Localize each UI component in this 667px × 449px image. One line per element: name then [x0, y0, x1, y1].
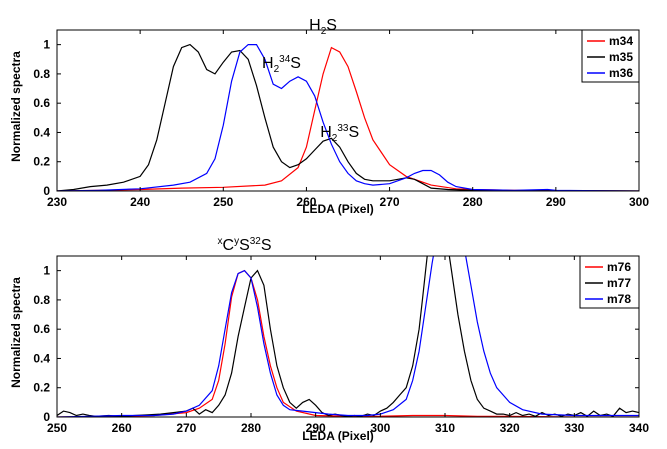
series-line-m35 — [57, 43, 639, 191]
series-line-m77 — [57, 256, 639, 417]
y-tick-label: 1 — [43, 264, 50, 278]
y-tick-label: 0.8 — [33, 67, 50, 81]
x-tick-label: 260 — [112, 421, 132, 435]
x-tick-label: 330 — [564, 421, 584, 435]
x-tick-label: 270 — [176, 421, 196, 435]
plot-frame — [56, 255, 640, 418]
series-group — [57, 43, 639, 191]
x-tick-label: 320 — [500, 421, 520, 435]
y-tick-label: 0.4 — [33, 351, 50, 365]
x-axis-label: LEDA (Pixel) — [302, 429, 374, 443]
annotation-1: xCyS32S — [218, 236, 272, 254]
x-tick-label: 290 — [306, 421, 326, 435]
y-tick-label: 0.2 — [33, 381, 50, 395]
annotation-1: H2S — [309, 17, 337, 37]
annotation-2: H234S — [262, 54, 301, 75]
y-tick-label: 0.8 — [33, 293, 50, 307]
y-tick-label: 0.6 — [33, 322, 50, 336]
legend-label-m78: m78 — [607, 292, 631, 306]
chart-1: 230 240 250 260 270 280 290 300 0 0.2 0.4 0.6 0.8 1 LE… — [9, 17, 649, 216]
x-tick-label: 310 — [435, 421, 455, 435]
y-axis-label: Normalized spectra — [9, 277, 23, 388]
legend-label-m77: m77 — [607, 276, 631, 290]
legend-label-m35: m35 — [609, 50, 633, 64]
y-tick-label: 1 — [43, 38, 50, 52]
x-tick-label: 290 — [546, 195, 566, 209]
y-tick-label: 0 — [43, 184, 50, 198]
y-tick-label: 0.2 — [33, 155, 50, 169]
x-tick-label: 300 — [629, 195, 649, 209]
y-tick-label: 0.4 — [33, 125, 50, 139]
x-tick-label: 280 — [241, 421, 261, 435]
series-line-m78 — [57, 256, 639, 417]
x-tick-label: 280 — [463, 195, 483, 209]
x-tick-label: 340 — [629, 421, 649, 435]
series-line-m36 — [57, 43, 639, 191]
series-group — [57, 256, 639, 417]
legend-label-m34: m34 — [609, 34, 633, 48]
legend: m34 m35 m36 — [581, 29, 640, 83]
series-line-m34 — [57, 46, 639, 191]
x-axis-label: LEDA (Pixel) — [302, 202, 374, 216]
chart-2: 250 260 270 280 290 300 310 320 330 340 0 0.2 0.4 0.6… — [9, 236, 649, 443]
x-tick-label: 270 — [380, 195, 400, 209]
x-tick-label: 250 — [47, 421, 67, 435]
plot-frame — [56, 29, 640, 192]
annotation-3: H233S — [320, 123, 359, 144]
legend: m76 m77 m78 — [579, 255, 640, 309]
x-tick-label: 250 — [213, 195, 233, 209]
series-line-m76 — [57, 269, 639, 417]
x-tick-label: 260 — [296, 195, 316, 209]
y-tick-label: 0 — [43, 410, 50, 424]
y-axis-label: Normalized spectra — [9, 51, 23, 162]
x-tick-label: 230 — [47, 195, 67, 209]
x-tick-label: 240 — [130, 195, 150, 209]
x-tick-label: 300 — [370, 421, 390, 435]
y-tick-label: 0.6 — [33, 96, 50, 110]
legend-label-m76: m76 — [607, 260, 631, 274]
legend-label-m36: m36 — [609, 66, 633, 80]
